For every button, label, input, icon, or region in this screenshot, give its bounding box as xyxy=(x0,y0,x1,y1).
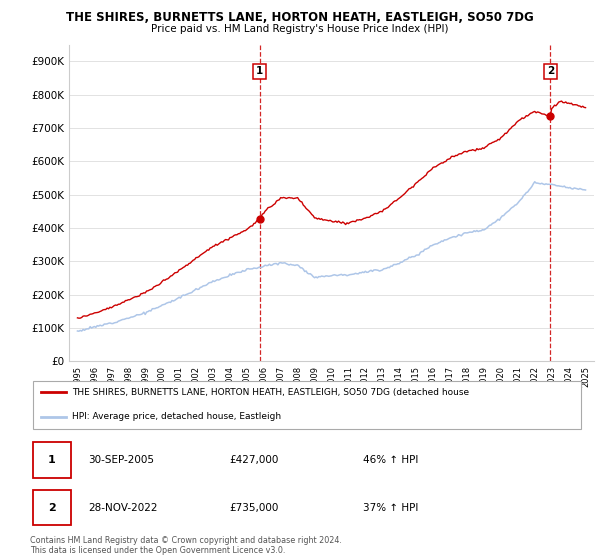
Text: HPI: Average price, detached house, Eastleigh: HPI: Average price, detached house, East… xyxy=(71,412,281,421)
Text: 2: 2 xyxy=(547,67,554,77)
Text: THE SHIRES, BURNETTS LANE, HORTON HEATH, EASTLEIGH, SO50 7DG: THE SHIRES, BURNETTS LANE, HORTON HEATH,… xyxy=(66,11,534,24)
Text: 2: 2 xyxy=(48,503,56,512)
Text: 46% ↑ HPI: 46% ↑ HPI xyxy=(363,455,418,465)
FancyBboxPatch shape xyxy=(33,381,581,428)
Text: Contains HM Land Registry data © Crown copyright and database right 2024.
This d: Contains HM Land Registry data © Crown c… xyxy=(30,536,342,556)
Text: THE SHIRES, BURNETTS LANE, HORTON HEATH, EASTLEIGH, SO50 7DG (detached house: THE SHIRES, BURNETTS LANE, HORTON HEATH,… xyxy=(71,388,469,397)
FancyBboxPatch shape xyxy=(33,442,71,478)
Text: £427,000: £427,000 xyxy=(230,455,279,465)
Text: 30-SEP-2005: 30-SEP-2005 xyxy=(88,455,154,465)
Text: 28-NOV-2022: 28-NOV-2022 xyxy=(88,503,158,512)
Text: 1: 1 xyxy=(48,455,56,465)
Text: £735,000: £735,000 xyxy=(230,503,279,512)
Text: 37% ↑ HPI: 37% ↑ HPI xyxy=(363,503,418,512)
FancyBboxPatch shape xyxy=(33,490,71,525)
Text: 1: 1 xyxy=(256,67,263,77)
Text: Price paid vs. HM Land Registry's House Price Index (HPI): Price paid vs. HM Land Registry's House … xyxy=(151,24,449,34)
